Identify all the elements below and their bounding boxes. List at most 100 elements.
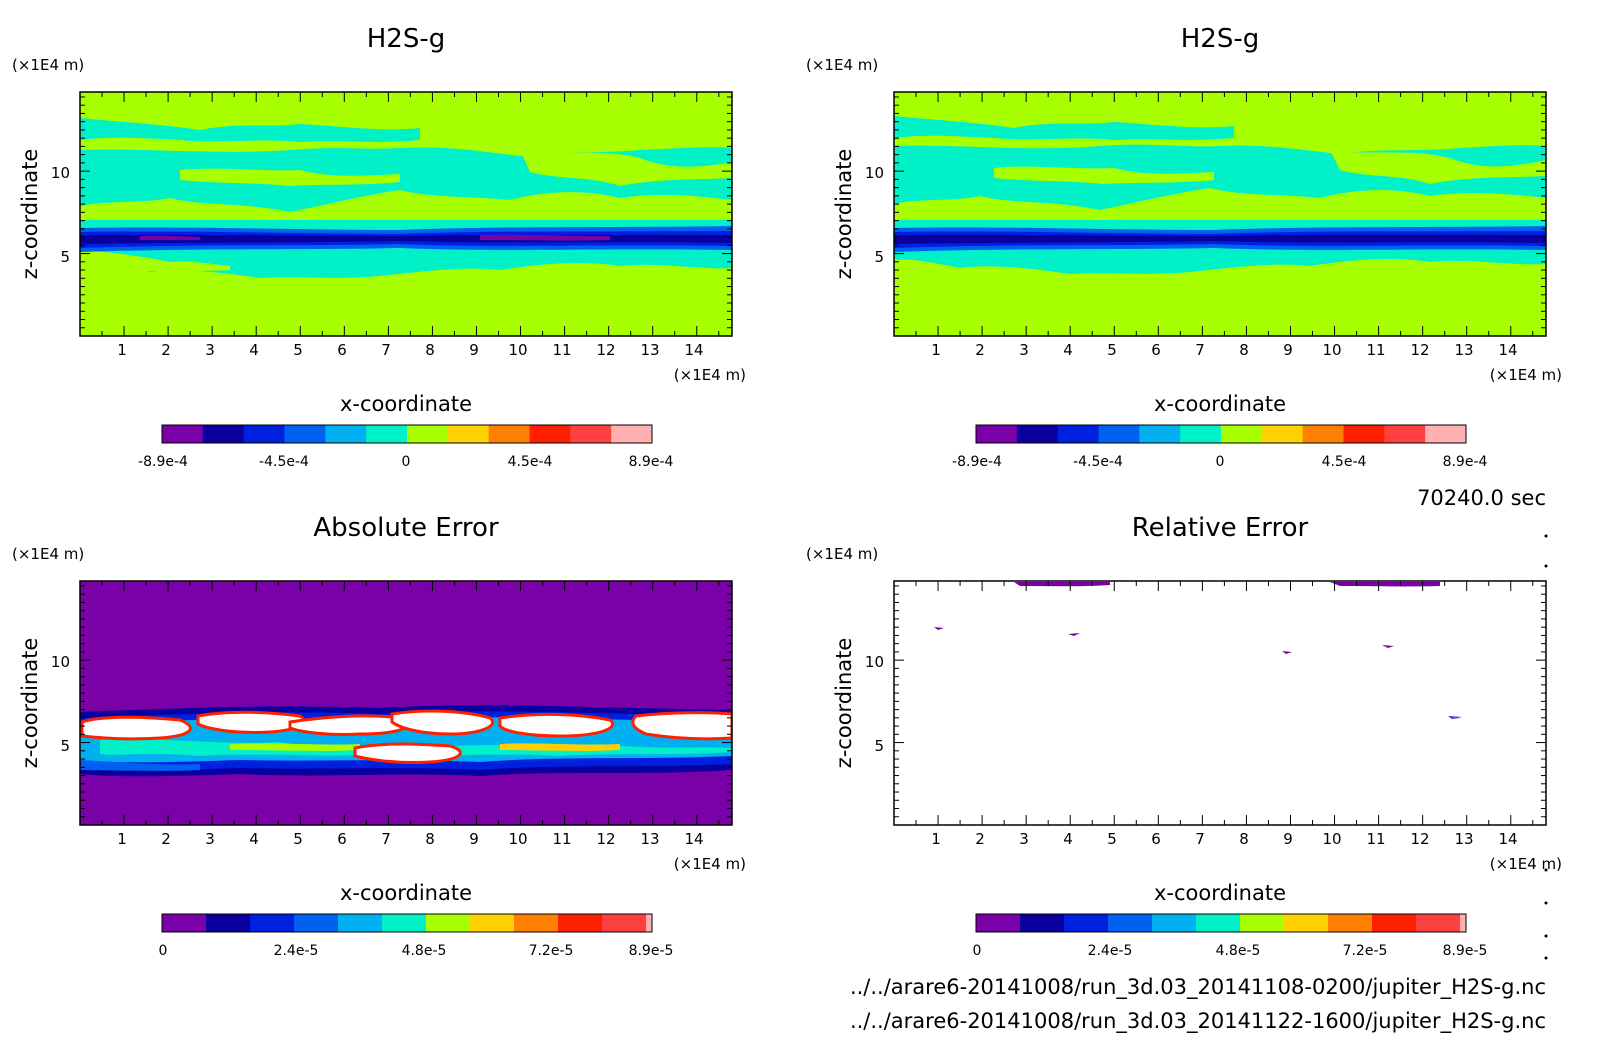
colorbar-label: -4.5e-4 [1073,454,1123,470]
x-tick-label: 6 [1151,830,1161,848]
colorbar-swatch [529,425,571,443]
colorbar-swatch [1425,425,1467,443]
colorbar-swatch [1108,914,1153,932]
x-tick-label: 11 [1366,341,1385,359]
x-unit-label: (×1E4 m) [674,366,746,384]
x-tick-label: 3 [205,341,215,359]
colorbar-swatch [447,425,490,443]
colorbar-label: 4.8e-5 [402,943,447,959]
y-tick-label-10: 10 [51,164,70,182]
colorbar-swatch [1016,425,1059,443]
x-tick-label: 4 [1063,830,1073,848]
x-tick-labels: 1 2 3 4 5 6 7 8 9 10 11 12 13 14 [931,341,1517,359]
file-path-1: ../../arare6-20141008/run_3d.03_20141108… [850,975,1546,1000]
colorbar-swatch [1221,425,1263,443]
colorbar-swatch [162,425,204,443]
x-tick-label: 7 [381,830,391,848]
x-tick-label: 13 [1454,341,1473,359]
colorbar-swatch [250,914,295,932]
x-axis-label: x-coordinate [340,392,472,416]
y-axis-label: z-coordinate [18,149,42,280]
colorbar-swatch [1180,425,1222,443]
colorbar-label: 4.5e-4 [1322,454,1367,470]
colorbar-label: 2.4e-5 [274,943,319,959]
y-unit-label: (×1E4 m) [806,545,878,563]
colorbar-swatch [294,914,339,932]
x-tick-label: 4 [1063,341,1073,359]
colorbar-label: 8.9e-4 [1443,454,1488,470]
x-tick-label: 5 [293,830,303,848]
axis-ticks [893,92,1546,337]
y-tick-label-5: 5 [60,248,70,266]
x-tick-label: 8 [425,341,435,359]
x-tick-label: 2 [975,830,985,848]
x-tick-label: 6 [1151,341,1161,359]
colorbar-swatch [1372,914,1417,932]
y-unit-label: (×1E4 m) [806,56,878,74]
colorbar-label: 2.4e-5 [1088,943,1133,959]
x-unit-label: (×1E4 m) [1490,855,1562,873]
colorbar-swatch [976,425,1018,443]
x-tick-label: 14 [1498,341,1517,359]
colorbar-swatch [1020,914,1065,932]
colorbar-swatch [284,425,326,443]
x-axis-label: x-coordinate [1154,881,1286,905]
plot-frame [893,580,1547,826]
x-tick-label: 4 [249,341,259,359]
margin-dots [1544,534,1548,960]
x-tick-label: 9 [1283,830,1293,848]
panel-absolute-error: Absolute Error (×1E4 m) 10 5 [12,513,746,959]
panel-relative-error: Relative Error (×1E4 m) 10 5 z-coordinat… [806,513,1562,959]
colorbar-swatch [382,914,427,932]
y-tick-label-5: 5 [874,737,884,755]
colorbar-label: 4.8e-5 [1216,943,1261,959]
colorbar-label: 0 [159,943,168,959]
x-unit-label: (×1E4 m) [674,855,746,873]
x-tick-label: 3 [205,830,215,848]
x-tick-labels: 1 2 3 4 5 6 7 8 9 10 11 12 13 14 [931,830,1517,848]
y-tick-label-10: 10 [865,653,884,671]
colorbar-labels: -8.9e-4 -4.5e-4 0 4.5e-4 8.9e-4 [138,454,673,470]
x-axis-label: x-coordinate [340,881,472,905]
x-tick-label: 7 [1195,830,1205,848]
colorbar-frame [161,424,653,444]
colorbar-label: 7.2e-5 [1343,943,1388,959]
colorbar-label: 4.5e-4 [508,454,553,470]
colorbar-swatch [202,425,245,443]
y-tick-label-10: 10 [51,653,70,671]
colorbar-labels: 0 2.4e-5 4.8e-5 7.2e-5 8.9e-5 [159,943,674,959]
y-tick-label-5: 5 [874,248,884,266]
colorbar-swatch [1057,425,1099,443]
x-tick-label: 2 [975,341,985,359]
x-tick-label: 5 [1107,830,1117,848]
x-tick-labels: 1 2 3 4 5 6 7 8 9 10 11 12 13 14 [117,341,703,359]
colorbar-labels: 0 2.4e-5 4.8e-5 7.2e-5 8.9e-5 [973,943,1488,959]
colorbar-swatch [1098,425,1140,443]
colorbar-swatch [1343,425,1385,443]
x-tick-label: 1 [931,341,941,359]
colorbar-swatch [1302,425,1344,443]
x-tick-label: 10 [508,830,527,848]
y-tick-label-5: 5 [60,737,70,755]
heatmap-field [80,92,732,336]
x-tick-label: 12 [1410,830,1429,848]
colorbar [161,913,653,933]
x-tick-label: 10 [1322,830,1341,848]
panel-title: Relative Error [1132,513,1309,543]
colorbar-swatch [366,425,408,443]
x-unit-label: (×1E4 m) [1490,366,1562,384]
x-tick-label: 2 [161,341,171,359]
colorbar-swatch [1384,425,1426,443]
x-tick-label: 10 [1322,341,1341,359]
colorbar-swatch [558,914,603,932]
colorbar-swatch [1416,914,1461,932]
x-tick-label: 14 [684,830,703,848]
x-tick-labels: 1 2 3 4 5 6 7 8 9 10 11 12 13 14 [117,830,703,848]
x-axis-label: x-coordinate [1154,392,1286,416]
y-unit-label: (×1E4 m) [12,545,84,563]
plot-frame [79,580,733,826]
panel-h2s-right: H2S-g (×1E4 m) 10 5 z-coordinate 1 2 3 4… [806,24,1562,470]
colorbar-swatch [1139,425,1181,443]
colorbar-swatch [1261,425,1304,443]
colorbar-swatch [470,914,515,932]
